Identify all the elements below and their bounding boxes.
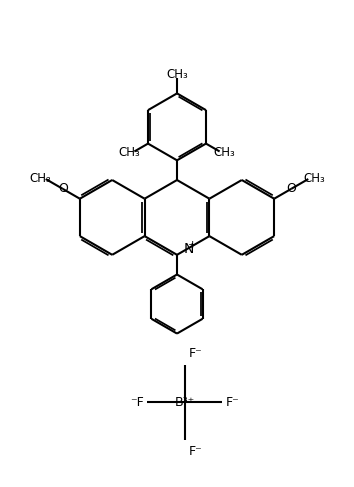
Text: O: O [286,182,296,195]
Text: O: O [58,182,68,195]
Text: CH₃: CH₃ [118,147,140,159]
Text: N: N [184,242,194,256]
Text: F⁻: F⁻ [189,347,202,360]
Text: +: + [188,240,198,250]
Text: F⁻: F⁻ [189,445,202,458]
Text: CH₃: CH₃ [303,171,325,185]
Text: CH₃: CH₃ [214,147,236,159]
Text: CH₃: CH₃ [166,68,188,81]
Text: B³⁺: B³⁺ [175,396,195,409]
Text: CH₃: CH₃ [29,171,51,185]
Text: F⁻: F⁻ [226,396,240,409]
Text: ⁻F: ⁻F [130,396,143,409]
